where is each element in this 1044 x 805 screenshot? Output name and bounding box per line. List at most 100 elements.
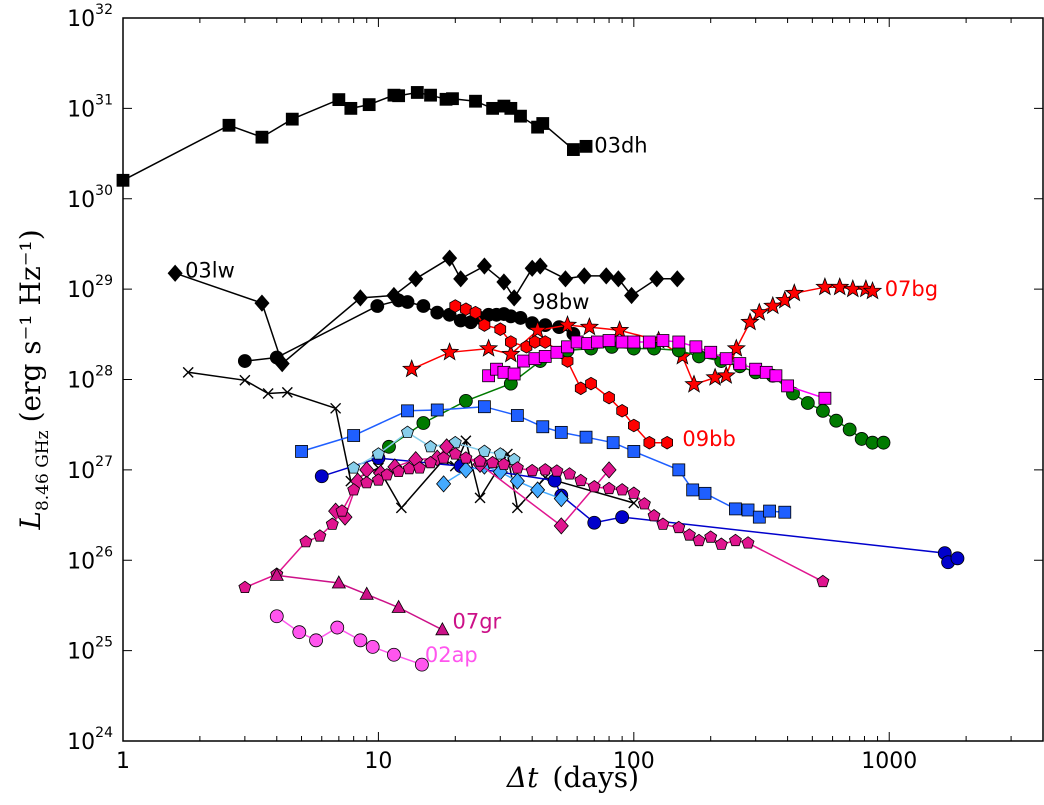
data-point	[387, 647, 401, 662]
y-tick-label: 1029	[67, 273, 113, 303]
data-point	[439, 342, 460, 361]
data-point	[733, 357, 747, 370]
y-axis-label-symbol: L	[14, 511, 47, 531]
data-point	[843, 278, 863, 298]
data-point	[842, 422, 857, 437]
data-point	[436, 475, 452, 493]
data-point	[347, 429, 361, 442]
data-point	[514, 109, 527, 123]
data-point	[325, 517, 339, 530]
data-point	[602, 334, 616, 347]
data-point	[313, 529, 327, 542]
series-09bb: 09bb	[449, 299, 736, 451]
data-point	[672, 520, 686, 534]
data-point	[574, 473, 588, 487]
data-point	[401, 404, 414, 418]
data-point	[553, 490, 569, 508]
data-point	[347, 461, 361, 474]
data-point	[371, 447, 385, 460]
data-point	[719, 352, 733, 366]
data-point	[692, 533, 706, 547]
data-point	[504, 335, 517, 349]
data-point	[446, 92, 459, 106]
data-point	[800, 396, 815, 410]
data-point	[627, 445, 641, 458]
data-point	[649, 270, 665, 288]
data-point	[458, 461, 474, 479]
data-point	[493, 447, 507, 460]
data-point	[539, 335, 552, 349]
data-point	[496, 273, 512, 291]
data-point	[741, 536, 755, 549]
data-point	[862, 280, 883, 300]
data-point	[624, 286, 640, 305]
data-point	[392, 89, 406, 103]
data-point	[477, 400, 491, 414]
data-point	[314, 469, 329, 484]
data-point	[778, 505, 792, 519]
data-point	[285, 112, 299, 126]
data-point	[557, 270, 574, 288]
data-point	[269, 567, 284, 581]
data-point	[255, 130, 269, 144]
data-point	[330, 620, 345, 635]
data-point	[408, 270, 424, 288]
data-point	[579, 139, 593, 153]
series-line	[321, 457, 958, 564]
data-point	[603, 390, 615, 405]
data-point	[370, 299, 385, 313]
data-point	[469, 305, 482, 320]
data-point	[538, 350, 552, 363]
data-point	[167, 264, 183, 282]
data-point	[704, 345, 718, 359]
data-point	[476, 257, 492, 275]
series-line	[122, 91, 587, 181]
series-label: 03lw	[185, 259, 235, 283]
data-point	[509, 472, 525, 490]
data-point	[726, 338, 746, 357]
data-point	[579, 430, 593, 444]
y-tick-label: 1027	[67, 454, 113, 484]
data-point	[550, 464, 564, 477]
data-point	[587, 515, 602, 530]
data-point	[510, 461, 524, 474]
data-point	[501, 344, 521, 363]
data-point	[494, 322, 507, 336]
x-axis-label-unit: (days)	[552, 761, 639, 794]
data-point	[254, 294, 270, 312]
data-point	[295, 445, 308, 458]
data-point	[615, 483, 629, 496]
series-line	[411, 286, 873, 386]
data-point	[262, 388, 274, 399]
data-point	[557, 314, 578, 334]
y-tick-label: 1026	[67, 544, 113, 574]
data-point	[530, 481, 546, 499]
data-point	[353, 633, 368, 648]
x-axis-label: Δt (days)	[506, 761, 639, 794]
data-point	[222, 118, 236, 132]
data-point	[525, 463, 539, 477]
series-unnamed-13	[238, 447, 830, 593]
data-point	[876, 435, 891, 450]
data-point	[729, 533, 742, 547]
data-point	[511, 502, 523, 514]
series-label: 02ap	[425, 643, 478, 667]
data-point	[598, 267, 614, 285]
data-point	[714, 537, 728, 550]
data-point	[818, 391, 832, 405]
data-point	[506, 289, 522, 307]
data-point	[740, 312, 760, 331]
data-point	[566, 143, 580, 156]
data-point	[716, 365, 736, 384]
data-point	[517, 354, 530, 368]
data-point	[299, 535, 313, 548]
x-tick-label: 10	[364, 749, 392, 774]
data-point	[424, 88, 437, 102]
series-line	[188, 371, 635, 510]
data-point	[590, 335, 604, 349]
data-point	[478, 318, 491, 332]
data-point	[610, 320, 630, 339]
series-label: 07bg	[885, 277, 938, 301]
data-point	[507, 367, 521, 381]
data-point	[459, 451, 473, 464]
